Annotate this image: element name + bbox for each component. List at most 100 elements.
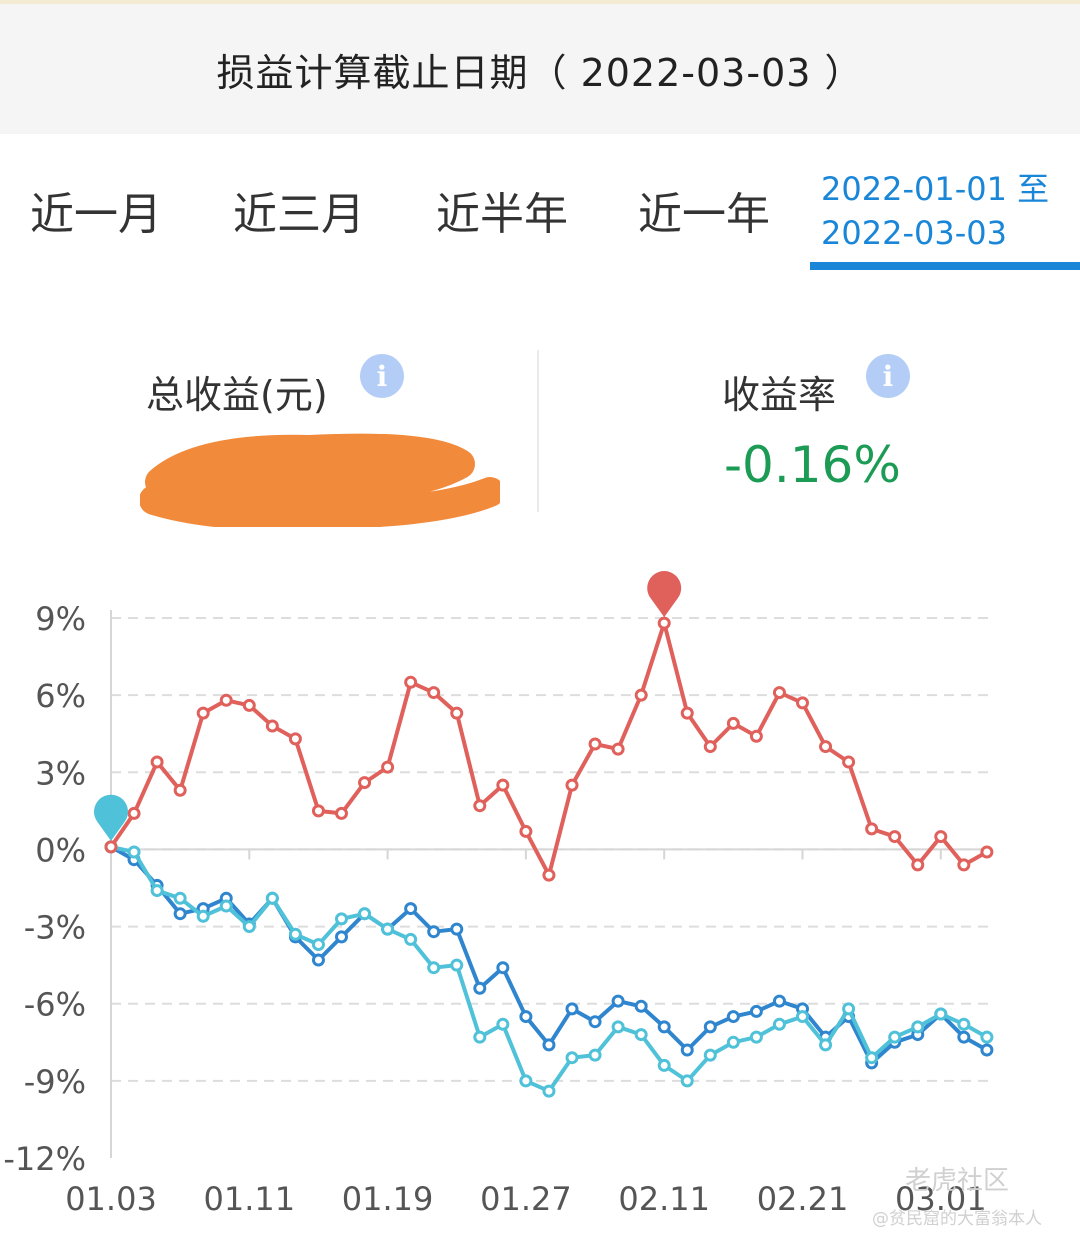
data-point bbox=[404, 932, 418, 946]
data-point bbox=[173, 907, 187, 921]
data-point bbox=[634, 999, 648, 1013]
data-point bbox=[427, 925, 441, 939]
data-point bbox=[796, 1010, 809, 1024]
tab-half-year[interactable]: 近半年 bbox=[436, 189, 568, 240]
data-point bbox=[335, 912, 348, 926]
custom-range-start: 2022-01-01 至 bbox=[821, 170, 1050, 208]
x-tick-label: 01.19 bbox=[342, 1180, 434, 1218]
data-point bbox=[865, 822, 879, 836]
y-tick-label: 3% bbox=[35, 754, 86, 792]
data-point bbox=[980, 1030, 994, 1044]
data-point bbox=[404, 902, 418, 916]
tab-one-year[interactable]: 近一年 bbox=[638, 189, 770, 240]
info-icon[interactable]: i bbox=[360, 354, 404, 398]
data-point bbox=[450, 958, 464, 972]
series-line bbox=[109, 621, 988, 878]
data-point bbox=[242, 698, 256, 712]
data-point bbox=[657, 1020, 671, 1034]
data-point bbox=[980, 1043, 994, 1057]
data-point bbox=[588, 1015, 602, 1029]
data-point bbox=[473, 1030, 487, 1044]
data-point bbox=[196, 706, 210, 720]
data-point bbox=[726, 1035, 740, 1049]
data-point bbox=[680, 1043, 694, 1057]
data-point bbox=[888, 830, 902, 844]
data-point bbox=[450, 706, 464, 720]
data-point bbox=[588, 737, 602, 751]
data-point bbox=[519, 1074, 533, 1088]
data-point bbox=[542, 868, 556, 882]
redaction-scribble bbox=[140, 433, 500, 527]
data-point bbox=[749, 1004, 763, 1018]
data-point bbox=[888, 1030, 902, 1044]
data-point bbox=[634, 688, 648, 702]
data-point bbox=[496, 778, 510, 792]
data-point bbox=[496, 961, 510, 975]
x-tick-label: 01.03 bbox=[65, 1180, 157, 1218]
profit-line-chart: 9% 6% 3% 0% -3% -6% -9% -12%01.03 01.11 01.19 01.2… bbox=[3, 571, 994, 1218]
data-point bbox=[542, 1038, 556, 1052]
data-point bbox=[335, 930, 348, 944]
active-tab-underline bbox=[810, 262, 1080, 270]
x-tick-label: 01.27 bbox=[480, 1180, 572, 1218]
return-rate-value: -0.16% bbox=[724, 436, 901, 494]
data-point bbox=[680, 1074, 694, 1088]
data-point bbox=[819, 740, 833, 754]
data-point bbox=[150, 755, 164, 769]
data-point bbox=[311, 938, 325, 952]
data-point bbox=[473, 981, 487, 995]
data-point bbox=[911, 858, 925, 872]
data-point bbox=[772, 1017, 786, 1031]
data-point bbox=[980, 845, 994, 859]
data-point bbox=[957, 1030, 971, 1044]
top-strip bbox=[0, 0, 1080, 4]
page-header: 损益计算截止日期（ 2022-03-03 ） bbox=[0, 4, 1080, 134]
x-tick-label: 02.11 bbox=[618, 1180, 710, 1218]
y-tick-label: -3% bbox=[24, 909, 86, 947]
data-point bbox=[173, 783, 187, 797]
total-profit-label: 总收益(元) bbox=[146, 373, 328, 417]
tab-one-month[interactable]: 近一月 bbox=[30, 189, 162, 240]
period-tabs: 近一月 近三月 近半年 近一年 2022-01-01 至 2022-03-03 bbox=[0, 140, 1080, 275]
data-point bbox=[173, 891, 187, 905]
pin-marker bbox=[647, 571, 682, 618]
info-icon-rate[interactable]: i bbox=[866, 354, 910, 398]
data-point bbox=[242, 920, 256, 934]
data-point bbox=[703, 1048, 717, 1062]
data-point bbox=[934, 830, 948, 844]
data-point bbox=[842, 755, 856, 769]
data-point bbox=[404, 675, 418, 689]
data-point bbox=[565, 778, 579, 792]
data-point bbox=[127, 806, 141, 820]
data-point bbox=[772, 686, 786, 700]
data-point bbox=[196, 909, 210, 923]
data-point bbox=[565, 1051, 579, 1065]
data-point bbox=[288, 927, 302, 941]
data-point bbox=[219, 693, 233, 707]
data-point bbox=[842, 1002, 856, 1016]
data-point bbox=[311, 953, 325, 967]
page-title: 损益计算截止日期（ 2022-03-03 ） bbox=[216, 50, 864, 95]
x-tick-label: 02.21 bbox=[757, 1180, 849, 1218]
data-point bbox=[657, 1058, 671, 1072]
data-point bbox=[519, 1010, 533, 1024]
stats-divider bbox=[537, 350, 539, 512]
data-point bbox=[358, 776, 372, 790]
data-point bbox=[911, 1020, 925, 1034]
data-point bbox=[772, 994, 786, 1008]
data-point bbox=[265, 891, 279, 905]
data-point bbox=[565, 1002, 579, 1016]
data-point bbox=[335, 806, 348, 820]
tab-custom-range[interactable]: 2022-01-01 至 2022-03-03 bbox=[810, 160, 1080, 270]
data-point bbox=[427, 686, 441, 700]
tab-three-months[interactable]: 近三月 bbox=[233, 189, 365, 240]
data-point bbox=[726, 1010, 740, 1024]
data-point bbox=[150, 884, 164, 898]
data-point bbox=[381, 922, 395, 936]
data-point bbox=[749, 1030, 763, 1044]
data-point bbox=[127, 845, 141, 859]
data-point bbox=[611, 994, 625, 1008]
data-point bbox=[427, 961, 441, 975]
data-point bbox=[749, 729, 763, 743]
y-tick-label: -9% bbox=[24, 1063, 86, 1101]
